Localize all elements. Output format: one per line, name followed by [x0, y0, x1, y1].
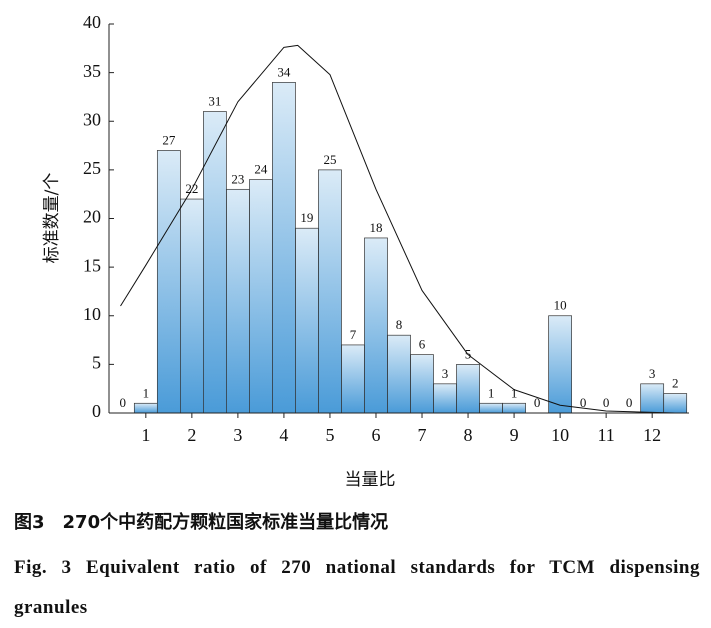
bar — [548, 315, 572, 414]
y-tick-label: 40 — [83, 12, 101, 32]
bar — [272, 81, 296, 414]
fit-curve — [120, 44, 676, 414]
value-label: 25 — [323, 152, 336, 167]
x-tick-label: 11 — [597, 425, 614, 445]
x-tick-label: 9 — [510, 425, 519, 445]
caption-en: Fig. 3 Equivalent ratio of 270 national … — [14, 557, 700, 618]
x-tick-label: 12 — [643, 425, 661, 445]
x-tick-label: 2 — [187, 425, 196, 445]
x-tick-label: 5 — [325, 425, 334, 445]
value-label: 19 — [300, 210, 313, 225]
value-label: 0 — [626, 395, 633, 410]
value-label: 10 — [554, 298, 567, 313]
caption-cn: 图3 270个中药配方颗粒国家标准当量比情况 — [14, 512, 389, 533]
value-label: 6 — [419, 337, 426, 352]
value-label: 1 — [488, 385, 495, 400]
bar — [387, 334, 411, 414]
value-label: 0 — [580, 395, 587, 410]
bar — [663, 393, 688, 414]
value-label: 1 — [511, 385, 518, 400]
x-tick-label: 8 — [464, 425, 473, 445]
x-tick-label: 3 — [233, 425, 242, 445]
bar — [226, 188, 250, 414]
bar — [640, 383, 665, 414]
value-label: 0 — [534, 395, 541, 410]
value-label: 0 — [120, 395, 127, 410]
x-axis-label: 当量比 — [345, 470, 396, 490]
x-tick-label: 7 — [418, 425, 427, 445]
value-label: 3 — [442, 366, 449, 381]
value-label: 8 — [396, 317, 403, 332]
value-label: 3 — [649, 366, 656, 381]
value-label: 1 — [143, 385, 150, 400]
y-tick-label: 25 — [83, 158, 101, 178]
y-tick-label: 35 — [83, 61, 101, 81]
value-label: 2 — [672, 376, 679, 391]
bar — [295, 227, 319, 414]
value-label: 24 — [254, 162, 268, 177]
bar — [410, 354, 434, 414]
bar — [133, 402, 158, 414]
x-tick-label: 4 — [279, 425, 288, 445]
bar — [502, 402, 526, 414]
bar — [156, 150, 181, 414]
y-tick-label: 15 — [83, 255, 101, 275]
y-tick-label: 10 — [83, 304, 101, 324]
bar — [249, 179, 273, 414]
bar — [203, 111, 227, 414]
y-tick-label: 20 — [83, 207, 101, 227]
bar — [341, 344, 365, 414]
value-label: 31 — [208, 94, 221, 109]
x-tick-label: 10 — [551, 425, 569, 445]
x-tick-label: 1 — [141, 425, 150, 445]
bar — [179, 198, 204, 414]
bar — [479, 402, 503, 414]
value-label: 23 — [231, 171, 244, 186]
value-label: 7 — [350, 327, 357, 342]
bar — [456, 364, 480, 414]
y-tick-label: 5 — [92, 353, 101, 373]
bar — [433, 383, 457, 414]
value-label: 34 — [277, 64, 291, 79]
value-label: 0 — [603, 395, 610, 410]
bar — [364, 237, 388, 414]
y-axis-label: 标准数量/个 — [42, 173, 62, 264]
bar — [318, 169, 342, 414]
value-label: 27 — [162, 132, 176, 147]
y-tick-label: 0 — [92, 401, 101, 421]
x-tick-label: 6 — [371, 425, 380, 445]
y-tick-label: 30 — [83, 109, 101, 129]
value-label: 18 — [369, 220, 382, 235]
